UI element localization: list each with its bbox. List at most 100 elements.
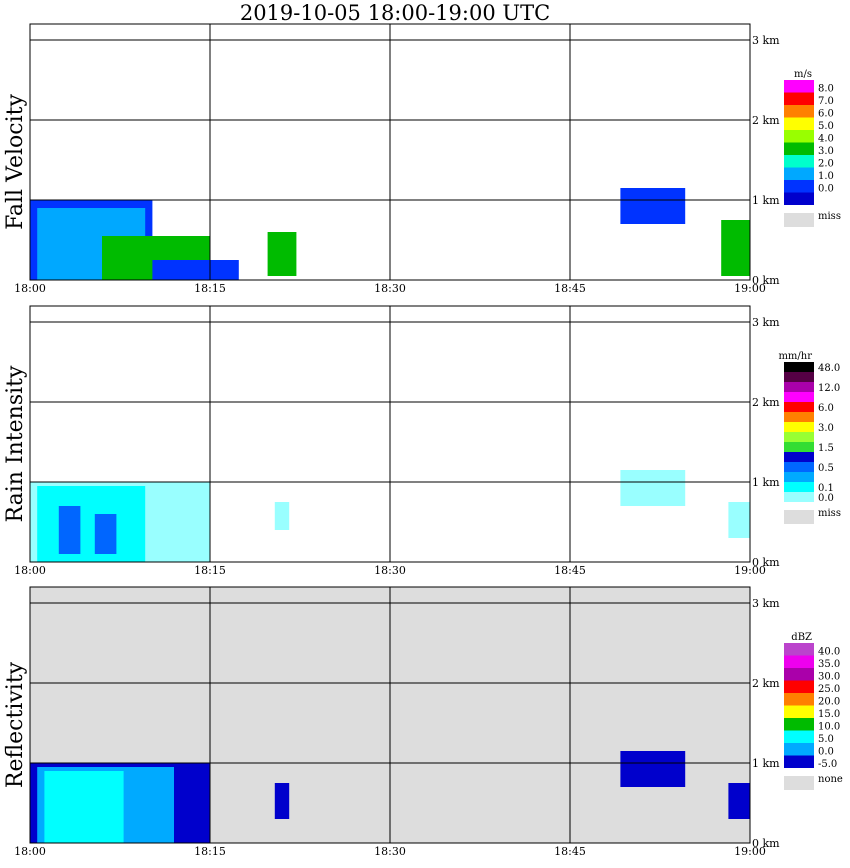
colorbar-swatch	[784, 718, 814, 731]
chart-title: 2019-10-05 18:00-19:00 UTC	[239, 1, 551, 25]
colorbar-swatch	[784, 472, 814, 482]
x-tick-label: 18:45	[554, 845, 586, 858]
colorbar-missing-label: none	[818, 774, 843, 785]
echo-region	[620, 188, 686, 224]
colorbar-label: 1.5	[818, 443, 834, 454]
colorbar-label: 35.0	[818, 659, 840, 670]
colorbar-swatch	[784, 92, 814, 105]
colorbar-label: 5.0	[818, 121, 834, 132]
y-tick-label: 3 km	[752, 316, 780, 329]
x-tick-label: 18:15	[194, 564, 226, 577]
panel-ylabel: Fall Velocity	[3, 94, 28, 230]
colorbar-label: 0.1	[818, 483, 834, 494]
x-tick-label: 18:30	[374, 282, 406, 295]
panel-ylabel: Rain Intensity	[3, 365, 28, 522]
colorbar-label: 30.0	[818, 672, 840, 683]
colorbar-label: 25.0	[818, 684, 840, 695]
colorbar-swatch	[784, 130, 814, 143]
plot-frame	[29, 305, 751, 563]
colorbar-swatch	[784, 392, 814, 402]
colorbar-swatch	[784, 142, 814, 155]
colorbar-label: -5.0	[818, 759, 837, 770]
colorbar-label: 0.0	[818, 493, 834, 504]
colorbar-swatch	[784, 192, 814, 205]
colorbar-swatch	[784, 372, 814, 382]
colorbar-swatch	[784, 482, 814, 492]
colorbar-missing-swatch	[784, 510, 814, 524]
colorbar-missing-swatch	[784, 213, 814, 227]
colorbar-label: 48.0	[818, 363, 840, 374]
colorbar-label: 6.0	[818, 109, 834, 120]
colorbar-label: 20.0	[818, 697, 840, 708]
colorbar-label: 0.0	[818, 747, 834, 758]
colorbar-swatch	[784, 432, 814, 442]
colorbar-swatch	[784, 755, 814, 768]
x-tick-label: 19:00	[734, 282, 766, 295]
echo-region	[274, 783, 290, 819]
echo-region	[620, 470, 686, 506]
x-tick-label: 19:00	[734, 564, 766, 577]
echo-region	[152, 260, 239, 280]
colorbar-swatch	[784, 668, 814, 681]
colorbar-label: 8.0	[818, 84, 834, 95]
panel-1: 18:00 18:15 18:30 18:45 19:000 km 1 km 2 km 3 k…	[3, 305, 841, 577]
colorbar-label: 10.0	[818, 722, 840, 733]
x-tick-label: 18:45	[554, 564, 586, 577]
colorbar-swatch	[784, 655, 814, 668]
echo-region	[274, 502, 290, 530]
colorbar-swatch	[784, 412, 814, 422]
colorbar-swatch	[784, 680, 814, 693]
echo-region	[620, 751, 686, 787]
colorbar-label: 40.0	[818, 647, 840, 658]
y-tick-label: 3 km	[752, 34, 780, 47]
plot-frame	[29, 586, 751, 844]
echo-region	[58, 506, 81, 554]
colorbar-label: 1.0	[818, 171, 834, 182]
colorbar-label: 4.0	[818, 134, 834, 145]
y-tick-label: 1 km	[752, 757, 780, 770]
colorbar-swatch	[784, 362, 814, 372]
y-tick-label: 2 km	[752, 677, 780, 690]
echo-region	[728, 502, 750, 538]
x-tick-label: 18:30	[374, 845, 406, 858]
y-tick-label: 3 km	[752, 597, 780, 610]
colorbar-swatch	[784, 743, 814, 756]
x-tick-label: 18:00	[14, 282, 46, 295]
colorbar-label: 3.0	[818, 423, 834, 434]
colorbar-label: 0.0	[818, 184, 834, 195]
x-tick-label: 19:00	[734, 845, 766, 858]
colorbar-swatch	[784, 492, 814, 502]
colorbar-swatch	[784, 462, 814, 472]
colorbar-missing-label: miss	[818, 508, 841, 519]
colorbar-unit: mm/hr	[778, 351, 812, 362]
colorbar-missing-label: miss	[818, 211, 841, 222]
panel-ylabel: Reflectivity	[3, 661, 28, 788]
x-tick-label: 18:45	[554, 282, 586, 295]
y-tick-label: 0 km	[752, 837, 780, 850]
colorbar-swatch	[784, 693, 814, 706]
y-tick-label: 2 km	[752, 396, 780, 409]
colorbar-unit: m/s	[794, 69, 812, 80]
x-tick-label: 18:15	[194, 282, 226, 295]
colorbar-swatch	[784, 382, 814, 392]
colorbar-swatch	[784, 730, 814, 743]
y-tick-label: 1 km	[752, 194, 780, 207]
colorbar-label: 12.0	[818, 383, 840, 394]
echo-region	[37, 486, 146, 562]
colorbar-swatch	[784, 117, 814, 130]
echo-region	[728, 783, 750, 819]
y-tick-label: 0 km	[752, 556, 780, 569]
echo-region	[721, 220, 750, 276]
colorbar-label: 2.0	[818, 159, 834, 170]
colorbar-label: 6.0	[818, 403, 834, 414]
colorbar-label: 15.0	[818, 709, 840, 720]
colorbar-swatch	[784, 452, 814, 462]
x-tick-label: 18:00	[14, 564, 46, 577]
colorbar-swatch	[784, 167, 814, 180]
panel-0: 18:00 18:15 18:30 18:45 19:000 km 1 km 2 km 3 k…	[3, 23, 841, 295]
colorbar-swatch	[784, 105, 814, 118]
x-tick-label: 18:30	[374, 564, 406, 577]
y-tick-label: 2 km	[752, 114, 780, 127]
colorbar-swatch	[784, 643, 814, 656]
